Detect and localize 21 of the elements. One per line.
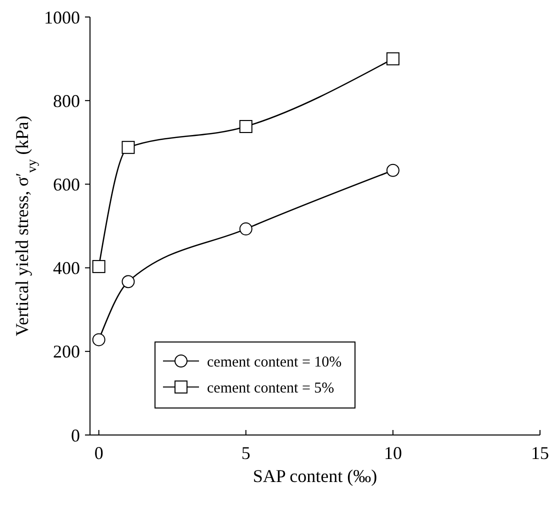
y-tick-label: 0 xyxy=(71,425,80,446)
point xyxy=(386,164,400,177)
legend-label: cement content = 10% xyxy=(207,354,342,370)
x-tick-label: 5 xyxy=(241,443,250,463)
x-tick-label: 0 xyxy=(94,443,104,463)
x-axis-title: SAP content (‰) xyxy=(252,466,378,486)
point xyxy=(386,52,400,66)
point xyxy=(122,140,135,154)
y-tick-label: 200 xyxy=(53,342,80,362)
legend-label: cement content = 5% xyxy=(207,380,334,396)
point xyxy=(92,260,106,274)
y-tick-label: 400 xyxy=(53,258,80,278)
y-tick-label: 800 xyxy=(53,90,80,111)
point xyxy=(122,275,135,288)
point xyxy=(239,120,252,134)
point xyxy=(239,222,252,236)
x-tick-label: 15 xyxy=(531,443,549,463)
y-tick-label: 600 xyxy=(53,174,80,194)
y-tick-label: 1000 xyxy=(44,7,80,28)
point xyxy=(92,333,106,346)
x-tick-label: 10 xyxy=(384,443,402,463)
